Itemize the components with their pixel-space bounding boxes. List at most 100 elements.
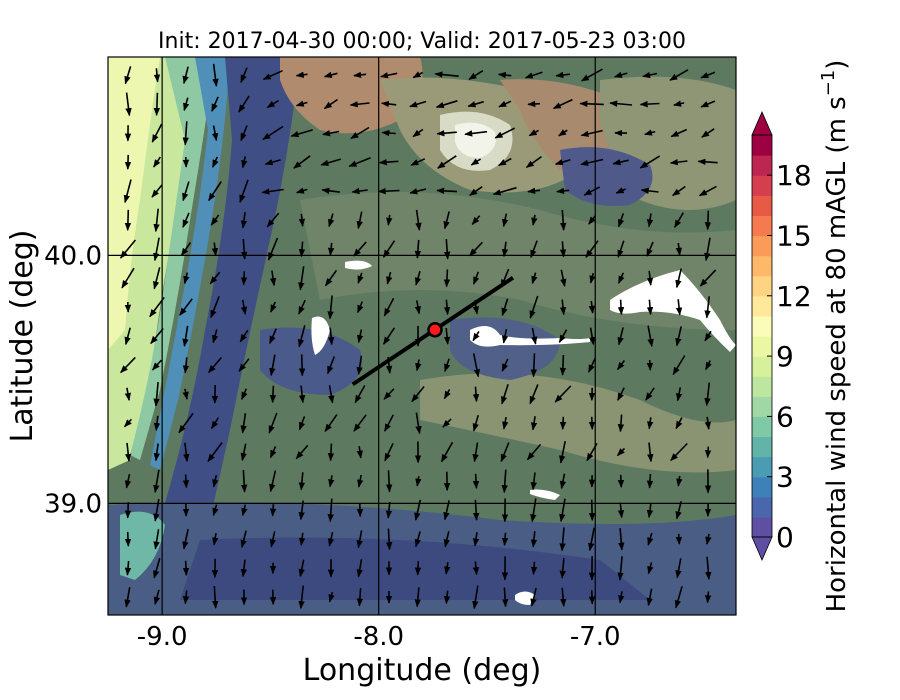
wind-arrow xyxy=(530,531,538,548)
wind-arrow xyxy=(647,325,654,348)
wind-arrow xyxy=(588,499,596,522)
wind-arrow xyxy=(357,329,364,344)
wind-arrow xyxy=(239,179,249,203)
wind-arrow xyxy=(501,358,509,372)
wind-arrow xyxy=(298,416,306,431)
wind-arrow xyxy=(298,299,306,315)
wind-arrow xyxy=(675,299,683,316)
wind-arrow xyxy=(704,237,711,262)
colorbar-segment xyxy=(752,356,772,377)
wind-arrow xyxy=(356,530,363,549)
wind-arrow xyxy=(182,121,189,146)
wind-arrow xyxy=(240,559,248,578)
wind-arrow xyxy=(704,210,712,231)
wind-arrow xyxy=(497,71,512,79)
wind-arrow xyxy=(182,560,190,576)
wind-arrow xyxy=(443,269,451,288)
wind-arrow xyxy=(559,299,567,316)
wind-arrow xyxy=(269,328,277,345)
wind-arrow xyxy=(529,384,539,405)
wind-arrow xyxy=(153,469,160,494)
wind-arrow xyxy=(675,501,682,520)
wind-arrow xyxy=(240,388,248,401)
colorbar-segment xyxy=(752,155,772,176)
colorbar-segment xyxy=(752,175,772,196)
wind-arrow xyxy=(502,416,509,430)
wind-arrow xyxy=(241,504,248,517)
x-tick-label-minus7: -7.0 xyxy=(570,622,621,652)
wind-arrow xyxy=(328,591,335,603)
wind-arrow xyxy=(261,188,284,195)
wind-arrow xyxy=(443,531,450,548)
wind-arrow xyxy=(239,329,249,343)
colorbar-frame xyxy=(751,134,773,538)
wind-arrow xyxy=(443,299,451,316)
colorbar-segment xyxy=(752,476,772,498)
colorbar-segment xyxy=(752,135,772,156)
wind-arrow xyxy=(121,267,135,289)
wind-arrow xyxy=(262,125,284,141)
wind-arrow xyxy=(558,129,568,137)
wind-arrow xyxy=(704,416,712,430)
colorbar-tick-label: 3 xyxy=(776,461,794,494)
colorbar-label-close: ) xyxy=(822,60,852,70)
wind-arrow xyxy=(642,71,658,79)
wind-arrow xyxy=(530,240,538,259)
wind-arrow xyxy=(266,99,280,109)
wind-arrow xyxy=(440,441,454,463)
wind-arrow xyxy=(700,100,716,108)
wind-arrow xyxy=(328,213,335,228)
colorbar-segment xyxy=(752,516,772,538)
wind-arrow xyxy=(674,212,684,228)
wind-arrow xyxy=(353,71,367,79)
wind-arrow xyxy=(327,498,334,523)
wind-arrow xyxy=(579,100,604,108)
wind-arrow xyxy=(353,241,367,257)
wind-arrow xyxy=(383,297,395,317)
wind-arrow xyxy=(469,186,483,196)
wind-arrow xyxy=(675,387,683,402)
wind-arrow xyxy=(646,502,654,519)
wind-arrow xyxy=(124,474,132,489)
wind-arrow xyxy=(351,187,368,195)
wind-arrow xyxy=(386,271,393,285)
wind-arrow xyxy=(589,272,596,284)
wind-arrow xyxy=(559,527,566,552)
wind-arrow xyxy=(675,242,683,256)
wind-arrow xyxy=(356,211,363,230)
wind-arrow xyxy=(269,270,277,287)
wind-arrow xyxy=(120,356,136,374)
wind-arrow xyxy=(240,212,248,229)
wind-arrow xyxy=(589,327,596,346)
colorbar-label-main: Horizontal wind speed at 80 mAGL (m s xyxy=(822,96,852,612)
wind-arrow xyxy=(580,68,603,82)
wind-arrow xyxy=(556,187,570,195)
wind-arrow xyxy=(210,417,220,430)
wind-arrow xyxy=(645,387,655,401)
wind-arrow xyxy=(182,357,190,374)
wind-arrow xyxy=(588,527,595,552)
colorbar-tick-label: 9 xyxy=(776,340,794,373)
wind-arrow xyxy=(153,156,161,168)
wind-arrow xyxy=(700,71,716,79)
wind-arrow xyxy=(699,269,717,287)
wind-arrow xyxy=(381,100,397,108)
wind-arrow xyxy=(676,475,683,487)
wind-arrow xyxy=(182,212,190,228)
wind-arrow xyxy=(609,100,633,107)
wind-arrow xyxy=(324,414,338,433)
wind-arrow xyxy=(559,557,566,579)
wind-arrow xyxy=(414,270,422,286)
wind-arrow xyxy=(560,209,567,231)
wind-arrow xyxy=(356,588,364,607)
wind-arrow xyxy=(444,561,451,575)
wind-arrow xyxy=(434,71,459,78)
wind-arrow xyxy=(412,71,424,79)
colorbar-tick-label: 6 xyxy=(776,400,794,433)
wind-arrow xyxy=(327,531,335,547)
wind-arrow xyxy=(704,296,711,319)
wind-arrow xyxy=(646,299,654,316)
wind-arrow xyxy=(472,561,480,576)
wind-arrow xyxy=(470,158,482,166)
wind-arrow xyxy=(378,158,399,166)
